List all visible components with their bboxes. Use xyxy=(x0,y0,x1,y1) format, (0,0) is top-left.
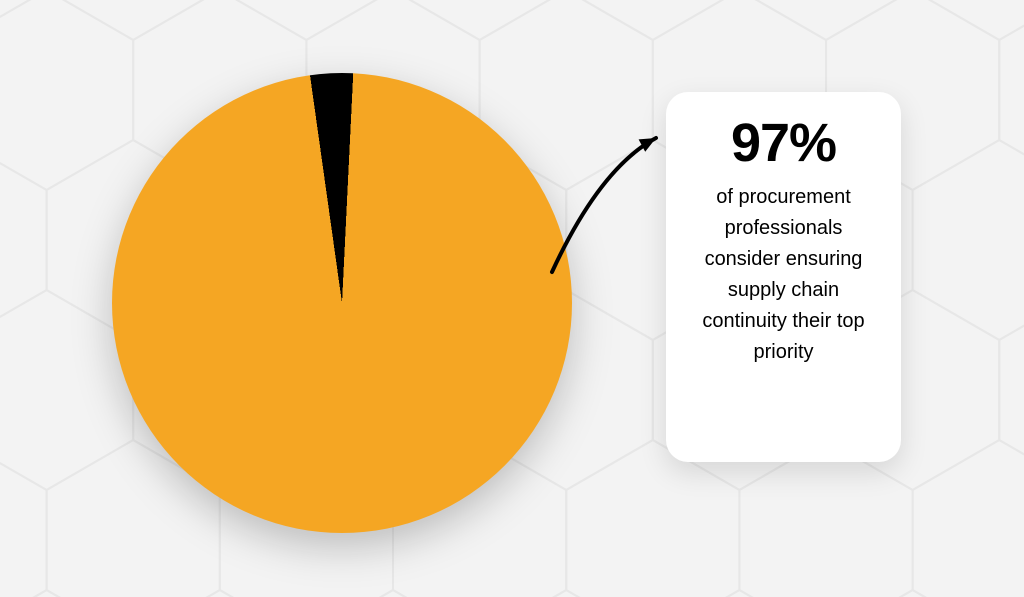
stat-value: 97% xyxy=(690,116,877,170)
stat-card: 97% of procurement professionals conside… xyxy=(666,92,901,462)
pie-chart xyxy=(112,73,572,533)
infographic-stage: 97% of procurement professionals conside… xyxy=(0,0,1024,597)
stat-description: of procurement professionals consider en… xyxy=(690,182,877,368)
